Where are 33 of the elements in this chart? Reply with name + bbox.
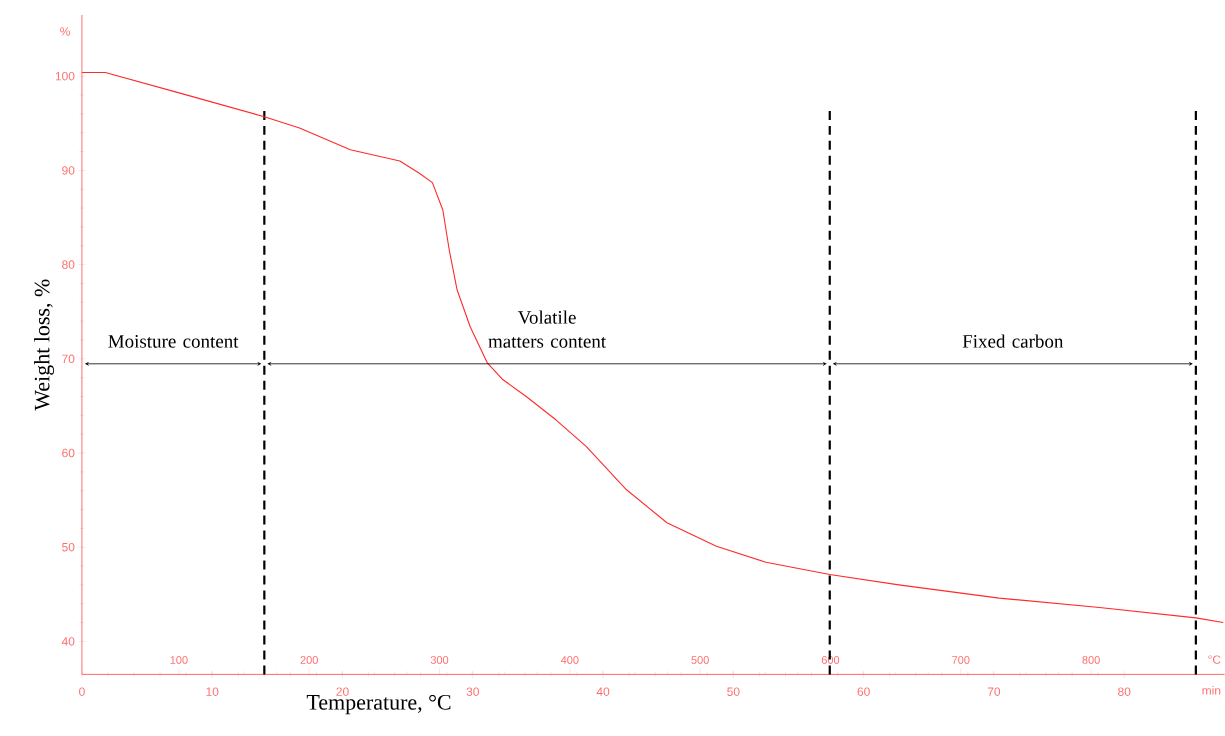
- y-tick-label: 80: [62, 260, 75, 269]
- y-tick-label: 100: [55, 71, 75, 81]
- y-tick-label: 70: [62, 354, 75, 363]
- x2-tick-label: 300: [430, 655, 449, 664]
- x-tick-label: 40: [596, 687, 610, 696]
- x-tick-label: 20: [336, 687, 349, 696]
- y-tick-label: 50: [62, 542, 75, 552]
- text: min: [1202, 685, 1221, 695]
- x-tick-label: 80: [1118, 687, 1131, 696]
- x-tick-label: 10: [206, 687, 219, 696]
- annotation: Fixed carbon: [962, 334, 1064, 348]
- annotation: Moisture content: [108, 334, 239, 348]
- text: %: [60, 27, 70, 36]
- y-tick-label: 40: [61, 637, 75, 646]
- x2-tick-label: 400: [560, 655, 579, 664]
- annotation: Volatile matters content: [488, 310, 606, 348]
- x2-tick-label: 700: [952, 655, 970, 664]
- x-tick-label: 70: [987, 687, 1001, 696]
- x-axis-title: Temperature, °C: [306, 694, 451, 715]
- x2-tick-label: 800: [1082, 655, 1100, 664]
- y-axis-title: Weight loss, %: [34, 279, 55, 411]
- x2-tick-label: 200: [300, 655, 318, 664]
- x2-tick-label: 500: [691, 655, 709, 664]
- x-tick-label: 60: [857, 687, 870, 696]
- line-series: [81, 71, 1224, 623]
- x2-tick-label: 600: [821, 655, 840, 664]
- y-tick-label: 60: [62, 448, 75, 458]
- annotation: °C: [1208, 655, 1221, 664]
- x2-tick-label: 100: [170, 655, 188, 664]
- x-tick-label: 50: [727, 687, 740, 696]
- y-tick-label: 90: [62, 166, 75, 175]
- x-tick-label: 30: [466, 687, 479, 696]
- x-tick-label: 0: [79, 687, 85, 696]
